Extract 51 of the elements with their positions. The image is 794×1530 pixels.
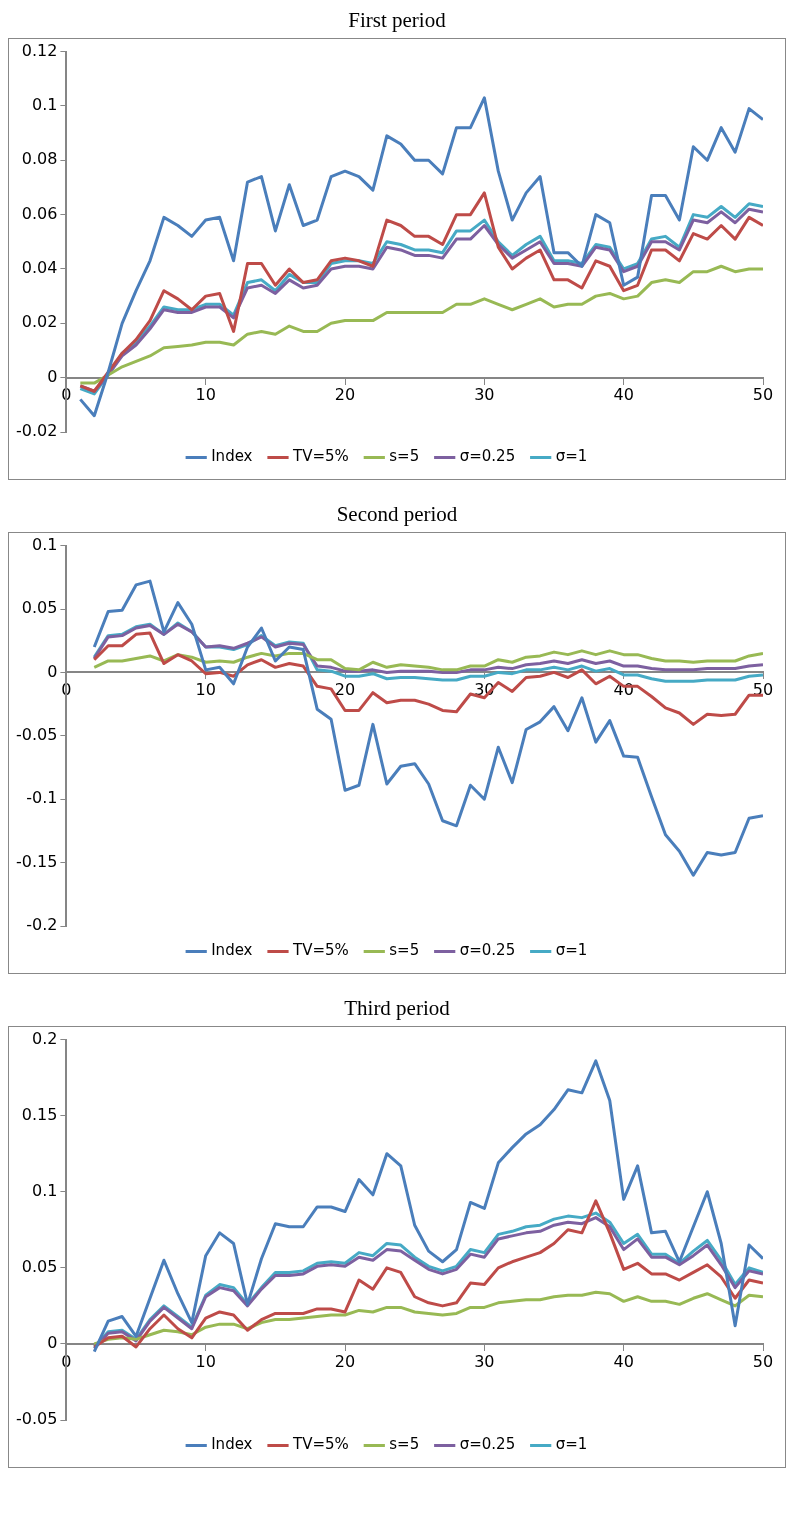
y-tick-label: -0.05 — [15, 724, 58, 744]
x-tick-label: 20 — [334, 385, 356, 405]
legend-label: s=5 — [389, 941, 420, 960]
y-tick-label: 0 — [47, 366, 58, 386]
legend-label: σ=1 — [555, 447, 588, 466]
x-tick-label: 10 — [195, 680, 216, 700]
y-tick-label: 0 — [47, 1333, 58, 1353]
legend-label: TV=5% — [291, 447, 349, 466]
y-tick-label: 0.02 — [21, 312, 58, 332]
y-tick-label: 0.04 — [21, 258, 58, 278]
y-tick-label: 0.1 — [31, 95, 58, 115]
chart-title: Second period — [335, 502, 459, 528]
y-tick-label: 0.12 — [21, 40, 58, 60]
legend-label: Index — [211, 447, 253, 466]
legend-label: s=5 — [389, 447, 420, 466]
y-tick-label: -0.1 — [26, 788, 58, 808]
legend-label: TV=5% — [291, 1435, 349, 1454]
y-tick-label: -0.02 — [15, 421, 58, 441]
y-tick-label: 0.05 — [21, 1257, 58, 1276]
legend-label: σ=0.25 — [459, 1435, 516, 1454]
legend-label: σ=1 — [555, 1435, 588, 1454]
y-tick-label: 0.1 — [31, 534, 58, 554]
y-tick-label: 0.2 — [31, 1028, 58, 1048]
y-tick-label: 0.08 — [21, 149, 58, 169]
y-tick-label: 0.05 — [21, 598, 58, 618]
x-tick-label: 40 — [613, 385, 634, 405]
legend-label: s=5 — [389, 1435, 420, 1454]
y-tick-label: 0 — [47, 661, 58, 681]
x-tick-label: 30 — [474, 385, 495, 405]
y-tick-label: -0.05 — [15, 1409, 58, 1429]
legend-label: Index — [211, 1435, 253, 1454]
y-tick-label: -0.2 — [26, 915, 58, 935]
x-tick-label: 20 — [334, 1351, 356, 1371]
legend-label: Index — [211, 941, 253, 960]
legend-label: σ=1 — [555, 941, 588, 960]
chart-title: Third period — [343, 996, 451, 1022]
legend-label: TV=5% — [291, 941, 349, 960]
x-tick-label: 50 — [752, 385, 774, 405]
chart-title: First period — [347, 8, 447, 34]
legend-label: σ=0.25 — [459, 447, 516, 466]
legend-label: σ=0.25 — [459, 941, 516, 960]
x-tick-label: 40 — [613, 1351, 634, 1371]
y-tick-label: 0.06 — [21, 203, 58, 223]
y-tick-label: -0.15 — [15, 851, 58, 871]
x-tick-label: 50 — [752, 1351, 774, 1371]
y-tick-label: 0.1 — [31, 1180, 58, 1200]
y-tick-label: 0.15 — [21, 1104, 58, 1124]
x-tick-label: 10 — [195, 385, 216, 405]
x-tick-label: 30 — [474, 1351, 495, 1371]
x-tick-label: 20 — [334, 680, 356, 700]
x-tick-label: 10 — [195, 1351, 216, 1371]
